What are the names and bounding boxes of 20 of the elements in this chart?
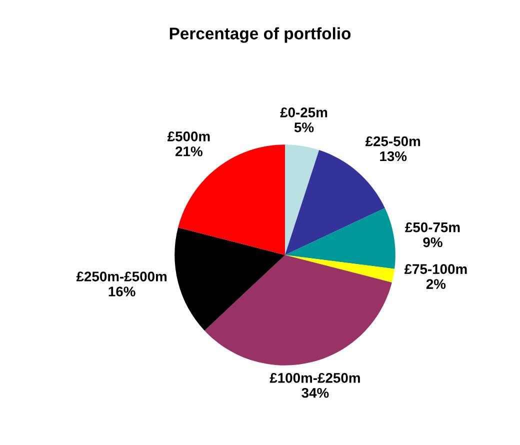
slice-label: £25-50m xyxy=(365,136,420,146)
slice-label: £250m-£500m xyxy=(76,272,167,282)
slice-label: £100m-£250m xyxy=(270,372,360,383)
data-label: 13% xyxy=(380,151,407,162)
chart-title: Percentage of portfolio xyxy=(170,27,351,43)
slice-label: £500m xyxy=(167,132,210,142)
pie-slice xyxy=(174,228,285,331)
data-label: 34% xyxy=(302,388,329,398)
data-label: 2% xyxy=(426,279,446,289)
data-label: 16% xyxy=(108,286,136,296)
pie-slice xyxy=(285,144,320,255)
pie-slice xyxy=(204,255,392,366)
data-label: 5% xyxy=(294,122,314,132)
slice-label: £0-25m xyxy=(280,108,328,118)
slice-label: £50-75m xyxy=(405,222,460,232)
pie-slice xyxy=(285,255,395,282)
slice-label: £75-100m xyxy=(404,264,467,274)
pie-slice xyxy=(285,208,396,269)
data-label: 21% xyxy=(176,146,202,156)
data-label: 9% xyxy=(423,237,442,248)
